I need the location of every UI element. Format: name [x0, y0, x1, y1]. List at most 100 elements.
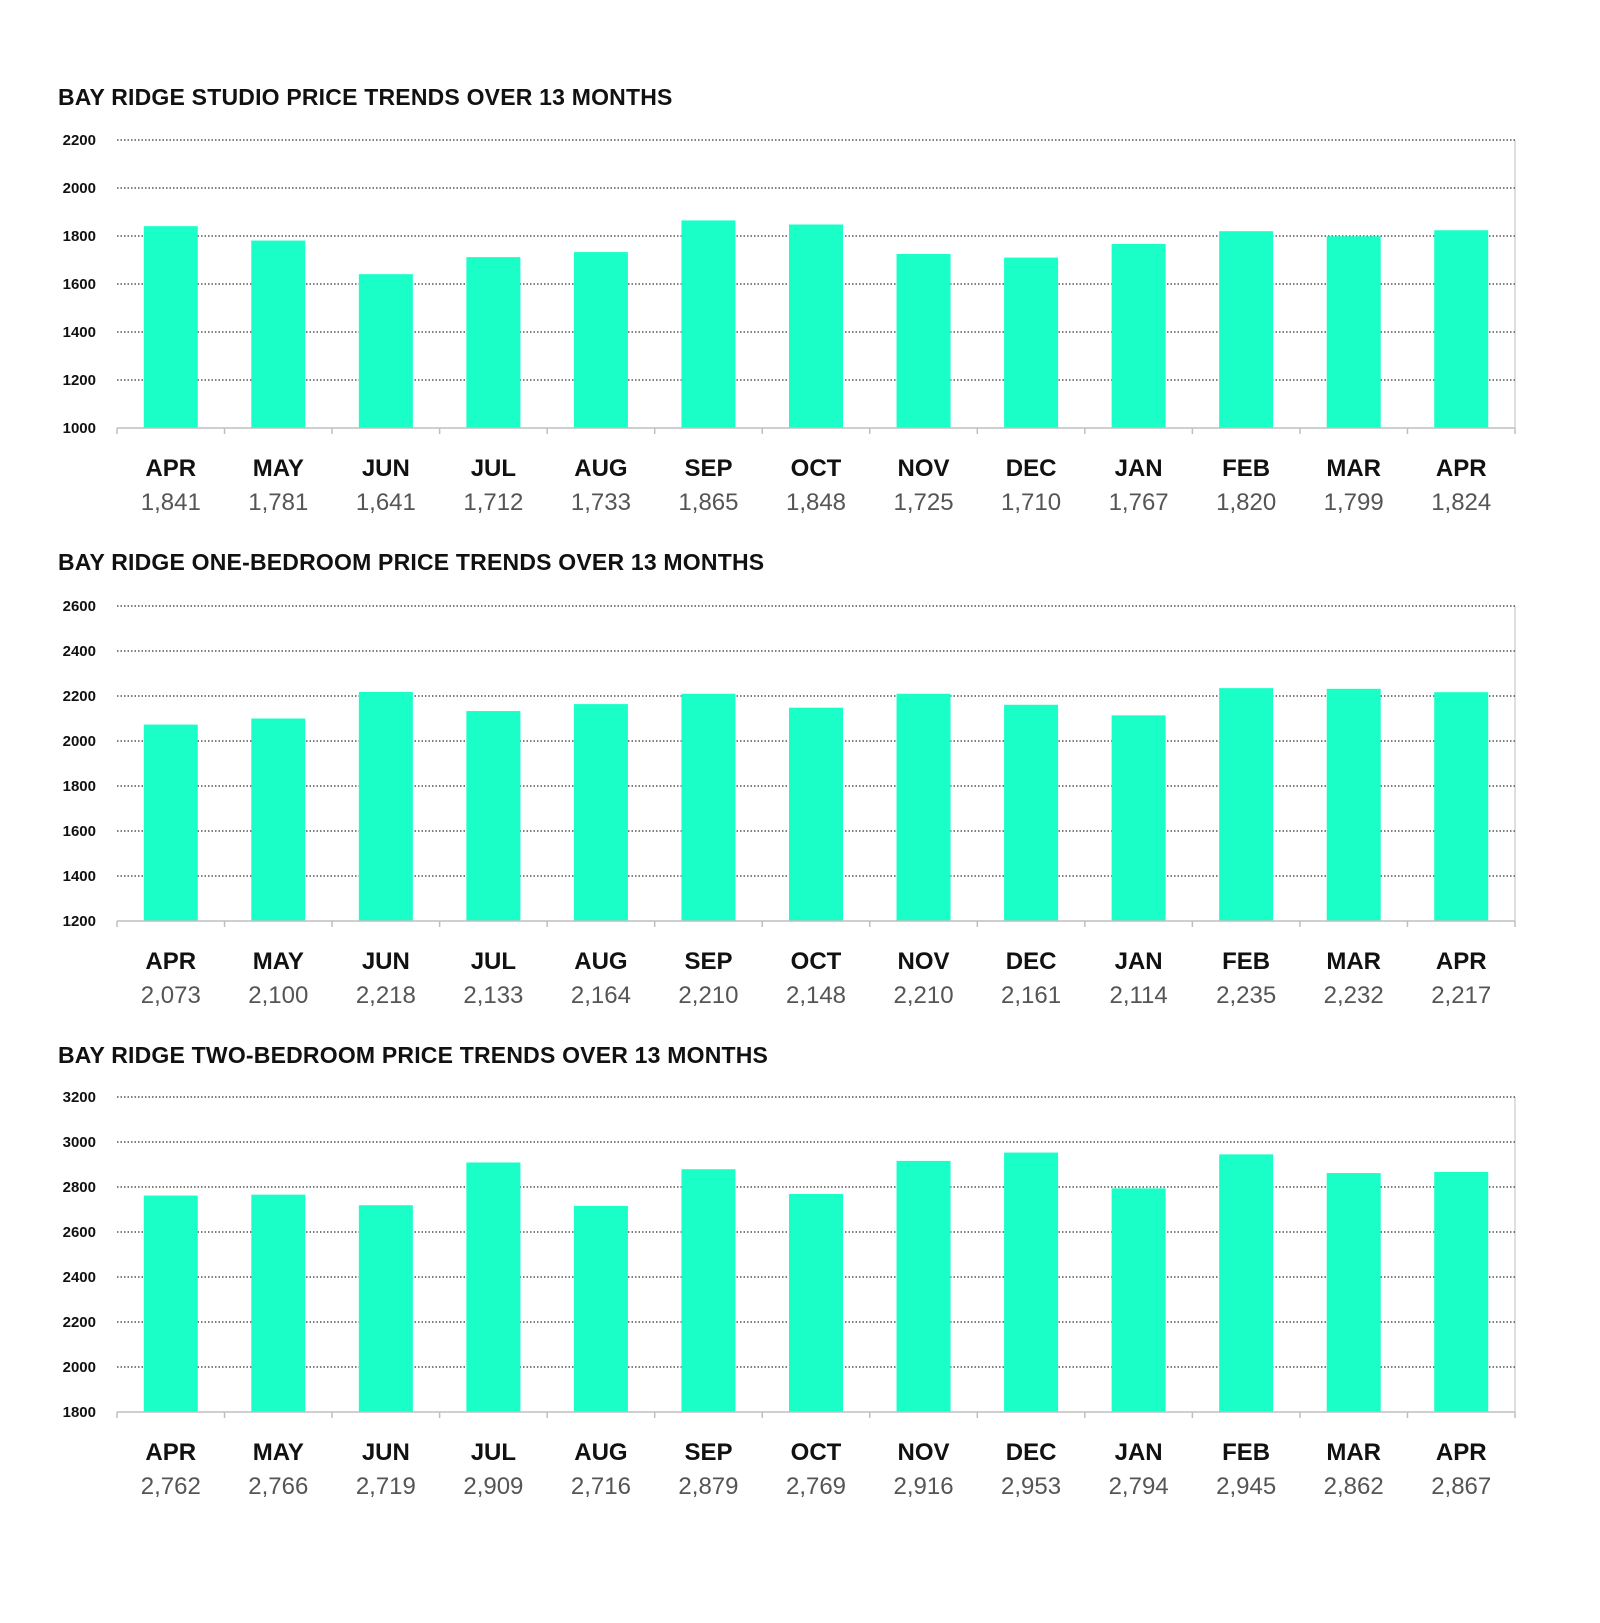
bar: [1219, 231, 1274, 428]
bar: [1004, 257, 1059, 428]
y-tick-label: 1600: [63, 276, 96, 293]
x-category-label: APR: [1436, 948, 1487, 975]
value-label: 2,769: [786, 1473, 846, 1500]
y-tick-label: 2800: [63, 1179, 96, 1196]
x-category-label: OCT: [791, 1439, 842, 1466]
value-label: 1,733: [571, 489, 631, 516]
two-bedroom-plot: 1800 2000 2200 2400 2600 2800 3000 3200 APR 2,762…: [63, 1089, 1516, 1500]
y-tick-label: 2400: [63, 1269, 96, 1286]
value-label: 2,148: [786, 982, 846, 1009]
x-category-label: MAR: [1326, 455, 1381, 482]
x-category-label: DEC: [1006, 1439, 1057, 1466]
value-label: 2,862: [1324, 1473, 1384, 1500]
bar: [251, 1194, 306, 1412]
x-category-label: OCT: [791, 948, 842, 975]
bar: [358, 274, 413, 428]
y-tick-label: 1800: [63, 778, 96, 795]
value-label: 2,766: [248, 1473, 308, 1500]
value-label: 1,799: [1324, 489, 1384, 516]
value-label: 1,848: [786, 489, 846, 516]
y-tick-label: 1800: [63, 1404, 96, 1421]
bar: [573, 704, 628, 921]
y-tick-label: 2000: [63, 1359, 96, 1376]
x-category-label: FEB: [1222, 948, 1270, 975]
x-category-label: JUN: [362, 455, 410, 482]
value-label: 1,865: [678, 489, 738, 516]
y-tick-label: 2200: [63, 132, 96, 149]
x-category-label: SEP: [684, 948, 732, 975]
x-category-label: APR: [1436, 455, 1487, 482]
value-label: 1,710: [1001, 489, 1061, 516]
x-category-label: AUG: [574, 948, 627, 975]
y-tick-label: 1200: [63, 913, 96, 930]
chart-title: BAY RIDGE ONE-BEDROOM PRICE TRENDS OVER …: [58, 549, 765, 575]
bar: [896, 254, 951, 428]
x-category-label: APR: [145, 948, 196, 975]
bar: [1111, 715, 1166, 921]
bar: [143, 226, 198, 428]
value-label: 2,916: [894, 1473, 954, 1500]
value-label: 1,841: [141, 489, 201, 516]
x-category-label: SEP: [684, 455, 732, 482]
value-label: 2,867: [1431, 1473, 1491, 1500]
value-label: 2,218: [356, 982, 416, 1009]
y-tick-label: 2000: [63, 733, 96, 750]
bar: [143, 1195, 198, 1412]
y-tick-label: 2400: [63, 643, 96, 660]
x-category-label: JAN: [1115, 455, 1163, 482]
x-category-label: DEC: [1006, 948, 1057, 975]
x-category-label: FEB: [1222, 1439, 1270, 1466]
x-category-label: NOV: [898, 455, 950, 482]
value-label: 1,824: [1431, 489, 1491, 516]
value-label: 1,712: [463, 489, 523, 516]
bar: [573, 1205, 628, 1412]
value-label: 2,114: [1109, 982, 1167, 1009]
x-category-label: APR: [145, 1439, 196, 1466]
value-label: 2,762: [141, 1473, 201, 1500]
bar: [1219, 1154, 1274, 1412]
x-category-label: MAY: [253, 1439, 304, 1466]
bar: [143, 724, 198, 921]
bar: [1326, 1173, 1381, 1412]
y-tick-label: 1000: [63, 420, 96, 437]
bar: [1111, 243, 1166, 428]
y-tick-label: 2200: [63, 1314, 96, 1331]
bar: [358, 1205, 413, 1412]
bar: [1434, 692, 1489, 921]
x-category-label: MAY: [253, 948, 304, 975]
y-tick-label: 1400: [63, 324, 96, 341]
value-label: 2,210: [894, 982, 954, 1009]
value-label: 1,725: [894, 489, 954, 516]
bar: [358, 691, 413, 921]
value-label: 1,820: [1216, 489, 1276, 516]
bar: [1434, 230, 1489, 428]
x-category-label: AUG: [574, 455, 627, 482]
y-tick-label: 1600: [63, 823, 96, 840]
y-tick-label: 2200: [63, 688, 96, 705]
x-category-label: MAR: [1326, 1439, 1381, 1466]
x-category-label: SEP: [684, 1439, 732, 1466]
y-tick-label: 1800: [63, 228, 96, 245]
bar: [466, 257, 521, 428]
y-tick-label: 3200: [63, 1089, 96, 1106]
x-category-label: JUL: [471, 948, 516, 975]
bar: [1004, 704, 1059, 921]
value-label: 2,232: [1324, 982, 1384, 1009]
value-label: 2,953: [1001, 1473, 1061, 1500]
value-label: 2,879: [678, 1473, 738, 1500]
value-label: 2,217: [1431, 982, 1491, 1009]
bar: [1111, 1188, 1166, 1412]
value-label: 1,767: [1109, 489, 1169, 516]
value-label: 2,945: [1216, 1473, 1276, 1500]
bar: [1326, 236, 1381, 428]
bar: [251, 718, 306, 921]
bar: [789, 1193, 843, 1412]
value-label: 2,716: [571, 1473, 631, 1500]
value-label: 1,781: [248, 489, 308, 516]
x-category-label: MAR: [1326, 948, 1381, 975]
bar: [681, 1169, 736, 1412]
value-label: 2,161: [1001, 982, 1061, 1009]
value-label: 2,235: [1216, 982, 1276, 1009]
x-category-label: JUN: [362, 1439, 410, 1466]
x-category-label: JUL: [471, 1439, 516, 1466]
